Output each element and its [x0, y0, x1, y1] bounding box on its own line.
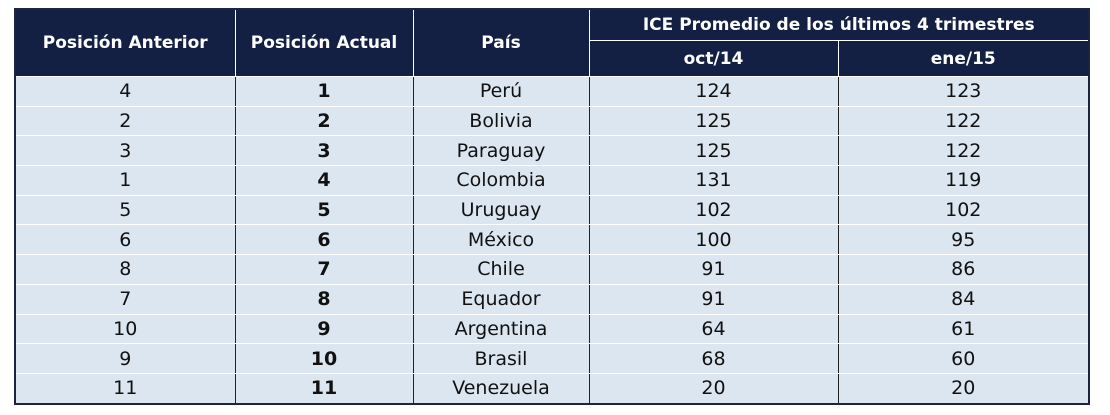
cell-ice-oct14: 124 [588, 76, 839, 107]
header-period-oct14: oct/14 [588, 40, 839, 77]
table-header: Posición Anterior Posición Actual País I… [15, 8, 1090, 77]
cell-previous-position: 5 [14, 194, 236, 226]
cell-country: Argentina [412, 313, 590, 345]
cell-country: Colombia [412, 165, 590, 196]
table-row: 2 2 Bolivia 125 122 [14, 105, 1090, 137]
cell-ice-ene15: 102 [837, 194, 1090, 226]
cell-ice-oct14: 125 [588, 105, 839, 137]
cell-country: Bolivia [412, 105, 590, 137]
table-row: 1 4 Colombia 131 119 [14, 165, 1090, 196]
cell-country: Equador [412, 283, 590, 315]
table-row: 7 8 Equador 91 84 [14, 283, 1090, 315]
cell-country: Chile [412, 254, 590, 285]
cell-ice-ene15: 61 [837, 313, 1090, 345]
cell-ice-ene15: 86 [837, 254, 1090, 285]
cell-previous-position: 7 [14, 283, 236, 315]
cell-previous-position: 10 [14, 313, 236, 345]
header-previous-position: Posición Anterior [15, 8, 236, 77]
cell-current-position: 2 [234, 105, 414, 137]
cell-current-position: 10 [234, 343, 414, 374]
cell-ice-ene15: 60 [837, 343, 1090, 374]
cell-current-position: 4 [234, 165, 414, 196]
header-current-position: Posición Actual [234, 8, 414, 77]
cell-country: Brasil [412, 343, 590, 374]
cell-previous-position: 3 [14, 135, 236, 167]
table-row: 3 3 Paraguay 125 122 [14, 135, 1090, 167]
table-row: 8 7 Chile 91 86 [14, 254, 1090, 285]
cell-country: Uruguay [412, 194, 590, 226]
cell-current-position: 8 [234, 283, 414, 315]
cell-country: Perú [412, 76, 590, 107]
cell-ice-oct14: 91 [588, 254, 839, 285]
cell-ice-ene15: 20 [837, 372, 1090, 404]
cell-previous-position: 6 [14, 224, 236, 256]
cell-current-position: 1 [234, 76, 414, 107]
cell-ice-oct14: 91 [588, 283, 839, 315]
cell-ice-ene15: 84 [837, 283, 1090, 315]
cell-current-position: 5 [234, 194, 414, 226]
cell-ice-oct14: 64 [588, 313, 839, 345]
header-country: País [412, 8, 590, 77]
cell-previous-position: 8 [14, 254, 236, 285]
cell-ice-oct14: 131 [588, 165, 839, 196]
cell-country: Paraguay [412, 135, 590, 167]
cell-ice-oct14: 102 [588, 194, 839, 226]
cell-ice-ene15: 122 [837, 105, 1090, 137]
table-row: 4 1 Perú 124 123 [14, 76, 1090, 107]
cell-ice-oct14: 20 [588, 372, 839, 404]
cell-ice-oct14: 125 [588, 135, 839, 167]
cell-previous-position: 11 [14, 372, 236, 404]
cell-ice-ene15: 122 [837, 135, 1090, 167]
ranking-table-container: Posición Anterior Posición Actual País I… [14, 8, 1090, 405]
table-row: 11 11 Venezuela 20 20 [14, 372, 1090, 404]
cell-current-position: 7 [234, 254, 414, 285]
table-row: 10 9 Argentina 64 61 [14, 313, 1090, 345]
cell-country: México [412, 224, 590, 256]
cell-ice-oct14: 100 [588, 224, 839, 256]
cell-previous-position: 4 [14, 76, 236, 107]
cell-country: Venezuela [412, 372, 590, 404]
table-row: 9 10 Brasil 68 60 [14, 343, 1090, 374]
header-ice-group: ICE Promedio de los últimos 4 trimestres [588, 8, 1090, 41]
table-row: 6 6 México 100 95 [14, 224, 1090, 256]
cell-ice-ene15: 119 [837, 165, 1090, 196]
cell-previous-position: 2 [14, 105, 236, 137]
cell-current-position: 6 [234, 224, 414, 256]
cell-ice-oct14: 68 [588, 343, 839, 374]
table-row: 5 5 Uruguay 102 102 [14, 194, 1090, 226]
header-period-ene15: ene/15 [837, 40, 1090, 77]
ice-ranking-table: Posición Anterior Posición Actual País I… [14, 8, 1090, 405]
cell-current-position: 11 [234, 372, 414, 404]
cell-previous-position: 1 [14, 165, 236, 196]
table-body: 4 1 Perú 124 123 2 2 Bolivia 125 122 3 3 Paraguay 125… [14, 76, 1090, 404]
cell-current-position: 3 [234, 135, 414, 167]
cell-current-position: 9 [234, 313, 414, 345]
cell-ice-ene15: 123 [837, 76, 1090, 107]
cell-previous-position: 9 [14, 343, 236, 374]
cell-ice-ene15: 95 [837, 224, 1090, 256]
